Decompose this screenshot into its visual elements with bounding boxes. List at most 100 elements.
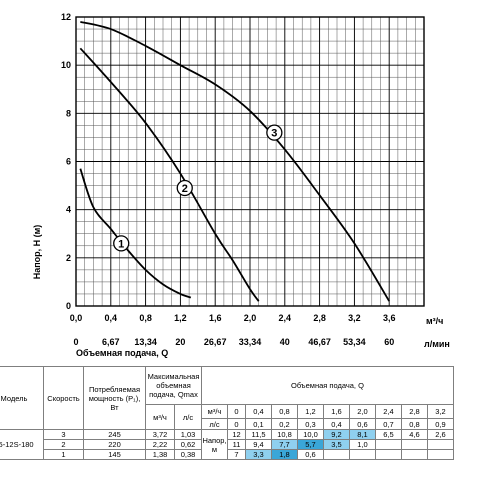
- flow-ls-cell: 0,6: [349, 418, 376, 430]
- head-cell: 11,5: [245, 429, 272, 440]
- curve-marker-label: 2: [182, 183, 188, 195]
- power-cell: 220: [83, 439, 146, 450]
- x-tick-label: 2,4: [279, 313, 292, 323]
- head-cell: 7,7: [271, 439, 298, 450]
- flow-m3h-cell: 0,8: [271, 404, 298, 419]
- curve-labels: 1 2 3: [113, 124, 283, 252]
- flow-ls-label: л/с: [201, 418, 228, 430]
- head-cell: 3,3: [245, 449, 272, 460]
- curve-marker-label: 3: [271, 128, 277, 140]
- pump-spec-table: Модель Скорость Потребляемая мощность (P…: [0, 366, 500, 500]
- power-cell: 145: [83, 449, 146, 460]
- x2-tick-label: 26,67: [204, 337, 227, 347]
- y-tick-label: 4: [66, 205, 71, 215]
- y-tick-label: 10: [61, 60, 71, 70]
- y-tick-label: 6: [66, 157, 71, 167]
- grid-major: [75, 16, 425, 307]
- y-tick-label: 12: [61, 12, 71, 22]
- x-tick-label: 1,2: [174, 313, 187, 323]
- series-curve-2: [79, 47, 260, 302]
- x2-tick-label: 53,34: [343, 337, 366, 347]
- curve-marker-circle: [266, 124, 283, 141]
- x-tick-label: 0,4: [105, 313, 118, 323]
- y-axis-title: Напор, H (м): [32, 225, 42, 280]
- x2-tick-label: 46,67: [308, 337, 331, 347]
- speed-cell: 2: [43, 439, 84, 450]
- head-cell: 0,6: [297, 449, 324, 460]
- flow-m3h-cell: 1,6: [323, 404, 350, 419]
- qmax-unit-m3h: м³/ч: [145, 404, 175, 430]
- head-cell: 9,2: [323, 429, 350, 440]
- x2-tick-label: 20: [175, 337, 185, 347]
- x-tick-label: 0,0: [70, 313, 83, 323]
- head-cell: [401, 449, 428, 460]
- flow-m3h-cell: 3,2: [427, 404, 454, 419]
- qmax-m3h-cell: 3,72: [145, 429, 175, 440]
- qmax-ls-cell: 0,38: [174, 449, 202, 460]
- flow-ls-cell: 0,1: [245, 418, 272, 430]
- qmax-ls-cell: 0,62: [174, 439, 202, 450]
- model-name: 25-12S-180: [0, 429, 44, 460]
- flow-ls-cell: 0,7: [375, 418, 402, 430]
- head-cell: 10,8: [271, 429, 298, 440]
- flow-m3h-cell: 1,2: [297, 404, 324, 419]
- flow-m3h-label: м³/ч: [201, 404, 228, 419]
- x2-tick-label: 40: [280, 337, 290, 347]
- x-tick-label: 1,6: [209, 313, 222, 323]
- head-cell: 8,1: [349, 429, 376, 440]
- curve-marker-circle: [176, 179, 193, 197]
- y-tick-label: 0: [66, 301, 71, 311]
- x2-axis-unit: л/мин: [424, 339, 450, 349]
- head-cell: [323, 449, 350, 460]
- head-cell: 9,4: [245, 439, 272, 450]
- head-cell: 11: [227, 439, 246, 450]
- curve-marker-label: 1: [118, 238, 124, 250]
- curve-marker-3: 3: [266, 124, 283, 141]
- head-cell: [349, 449, 376, 460]
- head-cell: 10,0: [297, 429, 324, 440]
- x-axis-ticks: 0,0 0,4 0,8 1,2 1,6 2,0 2,4 2,8 3,2 3,6: [70, 313, 396, 323]
- power-cell: 245: [83, 429, 146, 440]
- x-tick-label: 3,2: [348, 313, 361, 323]
- head-label: Напор, м: [201, 429, 228, 460]
- header-speed: Скорость: [43, 366, 84, 430]
- head-cell: 7: [227, 449, 246, 460]
- y-tick-label: 2: [66, 253, 71, 263]
- x2-axis-ticks: 0 6,67 13,34 20 26,67 33,34 40 46,67 53,34 60: [73, 337, 394, 347]
- header-model: Модель: [0, 366, 44, 430]
- head-cell: [427, 439, 454, 450]
- head-cell: [375, 439, 402, 450]
- qmax-m3h-cell: 2,22: [145, 439, 175, 450]
- flow-m3h-cell: 0: [227, 404, 246, 419]
- head-cell: 1,8: [271, 449, 298, 460]
- curve-marker-2: 2: [176, 179, 193, 197]
- x-axis-title: Объемная подача, Q: [76, 348, 168, 358]
- x-axis-unit: м³/ч: [426, 316, 443, 326]
- qmax-ls-cell: 1,03: [174, 429, 202, 440]
- series-curve-1: [79, 168, 192, 299]
- head-cell: [427, 449, 454, 460]
- flow-ls-cell: 0,3: [297, 418, 324, 430]
- speed-cell: 3: [43, 429, 84, 440]
- header-qmax: Максимальная объемная подача, Qmax: [145, 366, 202, 405]
- head-cell: 12: [227, 429, 246, 440]
- flow-ls-cell: 0,2: [271, 418, 298, 430]
- head-cell: 3,5: [323, 439, 350, 450]
- head-cell: [401, 439, 428, 450]
- curve-marker-circle: [113, 235, 130, 252]
- flow-ls-cell: 0,9: [427, 418, 454, 430]
- speed-cell: 1: [43, 449, 84, 460]
- curve-marker-1: 1: [113, 235, 130, 252]
- x2-tick-label: 6,67: [102, 337, 120, 347]
- flow-m3h-cell: 2,0: [349, 404, 376, 419]
- x-tick-label: 2,8: [313, 313, 326, 323]
- x2-tick-label: 33,34: [239, 337, 262, 347]
- head-cell: [375, 449, 402, 460]
- flow-ls-cell: 0,8: [401, 418, 428, 430]
- x-tick-label: 2,0: [244, 313, 257, 323]
- flow-ls-cell: 0,4: [323, 418, 350, 430]
- head-cell: 1,0: [349, 439, 376, 450]
- qmax-m3h-cell: 1,38: [145, 449, 175, 460]
- x2-tick-label: 13,34: [134, 337, 157, 347]
